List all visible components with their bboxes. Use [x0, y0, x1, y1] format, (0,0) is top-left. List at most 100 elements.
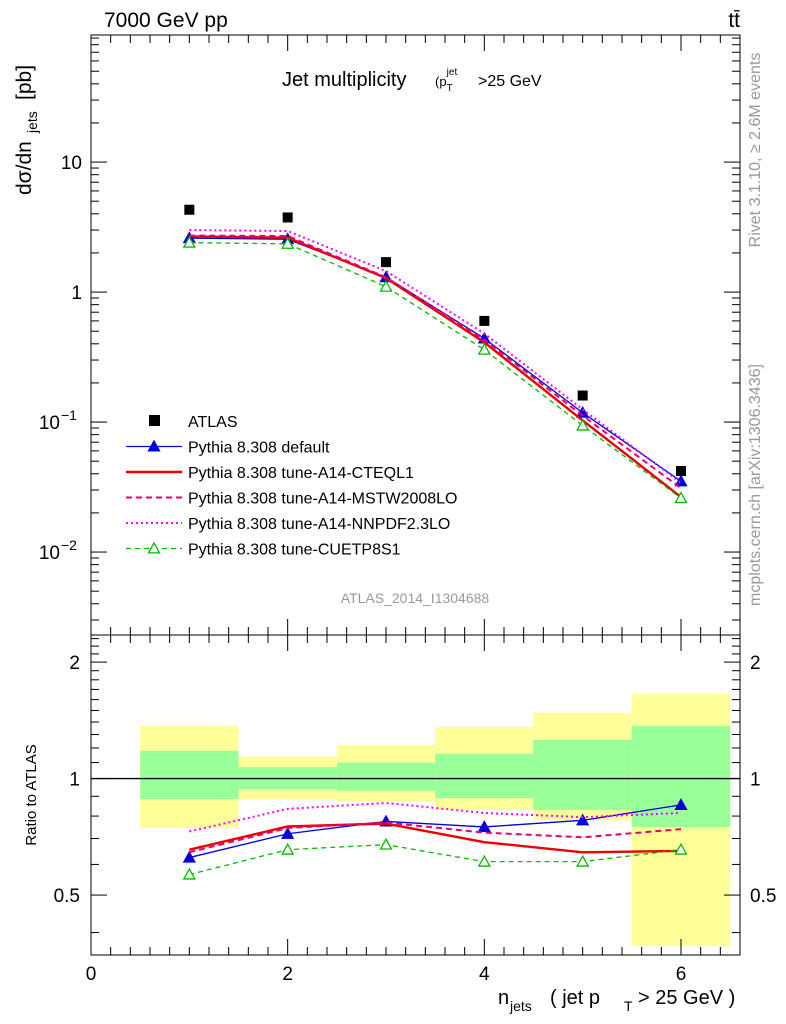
legend-item-mstw: Pythia 8.308 tune-A14-MSTW2008LO: [126, 491, 457, 508]
legend-label: Pythia 8.308 tune-A14-CTEQL1: [188, 465, 414, 482]
legend-label: Pythia 8.308 tune-CUETP8S1: [188, 542, 401, 559]
x-axis-label: n jets ( jet p T > 25 GeV ): [498, 987, 735, 1014]
xlabel-sub: jets: [509, 998, 532, 1014]
ratio-band-inner: [631, 725, 731, 827]
series-cuetp8s1: [182, 235, 688, 504]
main-y-tick-label: 10: [61, 153, 82, 174]
ratio-point-default: [182, 850, 196, 863]
main-ylabel: dσ/dn jets [pb]: [13, 65, 40, 195]
legend-item-cuetp8s1: Pythia 8.308 tune-CUETP8S1: [126, 542, 401, 559]
point-cuetp8s1: [674, 491, 688, 504]
title-cut: >25 GeV: [478, 73, 542, 90]
ratio-panel: 0 2 4 6 2 2 1 1 0.5 0.5 Ratio to ATLAS: [23, 619, 776, 985]
ratio-band-inner: [336, 762, 436, 791]
ratio-series-cuetp8s1: [182, 837, 688, 880]
series-line-mstw: [189, 234, 682, 489]
ratio-point-cuetp8s1: [379, 837, 393, 850]
main-y-tick-label: 1: [71, 283, 82, 304]
xlabel-n: n: [498, 987, 509, 1009]
chart-title: Jet multiplicity: [282, 69, 406, 91]
ratio-series-cteql1: [189, 822, 682, 854]
legend-marker: [147, 439, 161, 452]
analysis-label: ATLAS_2014_I1304688: [341, 590, 490, 606]
ratio-band-inner: [435, 753, 534, 799]
atlas-point: [381, 257, 391, 268]
legend: ATLAS Pythia 8.308 default Pythia 8.308 tu…: [126, 414, 457, 559]
series-atlas: [184, 204, 686, 477]
ratio-line-mstw: [189, 821, 682, 854]
x-tick-label: 6: [676, 964, 687, 985]
atlas-point: [577, 390, 588, 401]
mcplots-label: mcplots.cern.ch [arXiv:1306.3436]: [747, 364, 764, 606]
series-line-cteql1: [189, 235, 682, 498]
atlas-point: [184, 204, 195, 215]
main-ylabel-sub: jets: [24, 111, 40, 134]
point-default: [674, 474, 688, 487]
point-cuetp8s1: [182, 235, 196, 248]
series-nnpdf: [189, 229, 682, 484]
ratio-y-tick-label: 2: [69, 653, 80, 674]
ratio-point-cuetp8s1: [182, 867, 196, 880]
main-ylabel-text: dσ/dn: [13, 141, 36, 195]
legend-item-atlas: ATLAS: [149, 414, 238, 431]
main-y-tick-label: 10: [39, 413, 60, 434]
ratio-band-inner: [140, 750, 239, 800]
ratio-series-mstw: [189, 821, 682, 854]
main-y-tick-exponent: −2: [61, 537, 77, 553]
atlas-point: [282, 212, 293, 223]
ratio-point-default: [674, 798, 688, 810]
main-y-tick-exponent: −1: [61, 407, 77, 423]
series-mstw: [189, 234, 682, 489]
legend-item-default: Pythia 8.308 default: [126, 440, 330, 457]
ratio-ylabel: Ratio to ATLAS: [23, 744, 40, 845]
ratio-band-inner: [533, 739, 632, 810]
atlas-point: [676, 466, 686, 477]
ratio-point-cuetp8s1: [674, 842, 688, 855]
main-ylabel-unit: [pb]: [13, 65, 36, 100]
ratio-y-tick-label-right: 1: [750, 770, 761, 791]
point-cuetp8s1: [576, 418, 590, 431]
energy-label: 7000 GeV pp: [104, 9, 228, 32]
point-cuetp8s1: [379, 279, 393, 292]
ratio-y-tick-label: 0.5: [54, 886, 80, 907]
ratio-y-tick-label-right: 2: [750, 653, 761, 674]
xlabel-mid-sub: T: [624, 998, 633, 1014]
ratio-y-tick-label-right: 0.5: [750, 886, 776, 907]
point-cuetp8s1: [281, 236, 295, 249]
ratio-line-cteql1: [189, 822, 682, 854]
ratio-line-default: [189, 804, 682, 859]
process-label: tt̄: [728, 9, 740, 32]
rivet-label: Rivet 3.1.10, ≥ 2.6M events: [747, 53, 764, 248]
atlas-point: [479, 315, 490, 326]
xlabel-mid: ( jet p: [550, 987, 600, 1009]
legend-label: Pythia 8.308 tune-A14-MSTW2008LO: [188, 491, 457, 508]
legend-label: Pythia 8.308 tune-A14-NNPDF2.3LO: [188, 516, 450, 533]
series-line-nnpdf: [189, 229, 682, 484]
x-tick-label: 0: [86, 964, 97, 985]
series-cteql1: [189, 235, 682, 498]
x-tick-label: 4: [479, 964, 490, 985]
ratio-point-cuetp8s1: [477, 854, 491, 867]
ratio-point-cuetp8s1: [576, 854, 590, 867]
legend-label: Pythia 8.308 default: [188, 440, 330, 457]
ratio-line-cuetp8s1: [189, 843, 682, 876]
series-line-cuetp8s1: [189, 241, 682, 499]
ratio-frame: [90, 634, 741, 956]
legend-marker: [147, 541, 161, 554]
legend-item-nnpdf: Pythia 8.308 tune-A14-NNPDF2.3LO: [126, 516, 450, 533]
point-cuetp8s1: [477, 342, 491, 355]
ratio-point-default: [477, 820, 491, 832]
ratio-point-cuetp8s1: [281, 842, 295, 855]
ratio-point-default: [281, 826, 295, 839]
legend-item-cteql1: Pythia 8.308 tune-A14-CTEQL1: [126, 465, 414, 482]
ratio-point-default: [576, 813, 590, 826]
main-y-tick-label: 10: [39, 543, 60, 564]
x-tick-label: 2: [282, 964, 293, 985]
legend-label: ATLAS: [188, 414, 238, 431]
xlabel-end: > 25 GeV ): [638, 987, 735, 1009]
legend-swatch: [149, 415, 160, 426]
ratio-y-tick-label: 1: [69, 770, 80, 791]
title-pt-symbol: (pTjet: [435, 67, 457, 94]
